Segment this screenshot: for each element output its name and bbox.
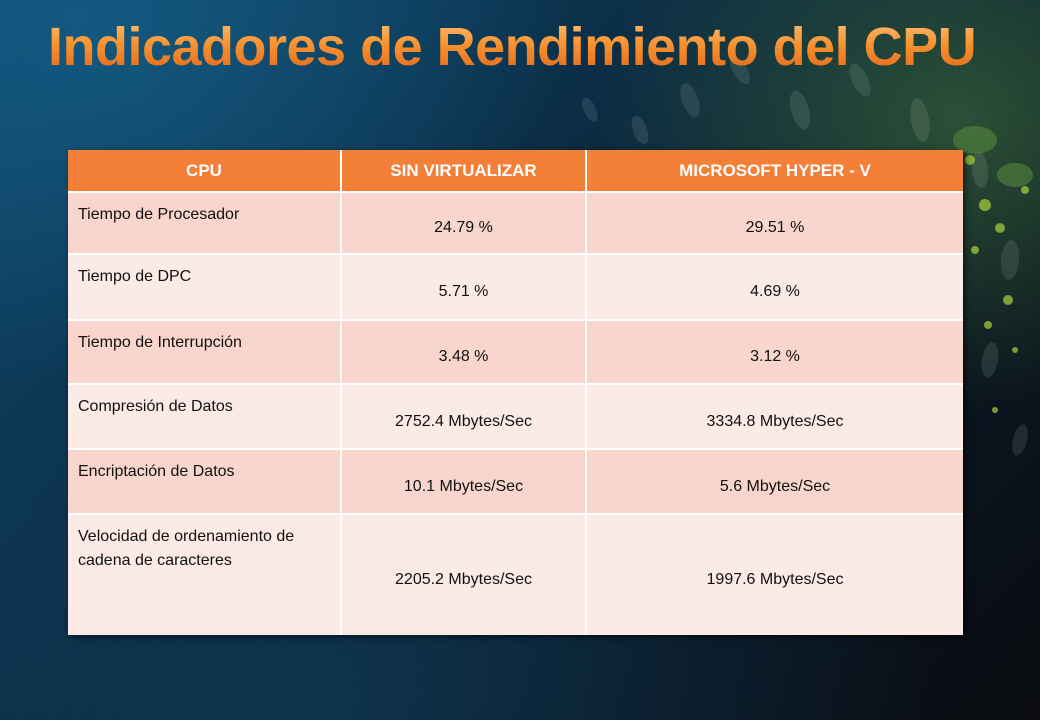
table-row: Compresión de Datos 2752.4 Mbytes/Sec 33… bbox=[68, 384, 963, 450]
table-row: Tiempo de DPC 5.71 % 4.69 % bbox=[68, 254, 963, 321]
page-title: Indicadores de Rendimiento del CPU bbox=[48, 17, 977, 77]
table-row: Tiempo de Interrupción 3.48 % 3.12 % bbox=[68, 320, 963, 385]
value-hyper-v: 5.6 Mbytes/Sec bbox=[586, 449, 963, 515]
value-sin-virtualizar: 5.71 % bbox=[341, 254, 587, 321]
row-label: Encriptación de Datos bbox=[68, 449, 342, 515]
table-row: Encriptación de Datos 10.1 Mbytes/Sec 5.… bbox=[68, 449, 963, 515]
row-label: Velocidad de ordenamiento de cadena de c… bbox=[68, 514, 342, 635]
value-hyper-v: 3.12 % bbox=[586, 320, 963, 385]
row-label: Tiempo de Procesador bbox=[68, 192, 342, 255]
table-header-row: CPU SIN VIRTUALIZAR MICROSOFT HYPER - V bbox=[68, 150, 963, 193]
value-hyper-v: 29.51 % bbox=[586, 192, 963, 255]
header-cpu: CPU bbox=[68, 150, 342, 193]
header-sin-virtualizar: SIN VIRTUALIZAR bbox=[341, 150, 587, 193]
header-hyper-v: MICROSOFT HYPER - V bbox=[586, 150, 963, 193]
table-row: Tiempo de Procesador 24.79 % 29.51 % bbox=[68, 192, 963, 255]
value-sin-virtualizar: 2752.4 Mbytes/Sec bbox=[341, 384, 587, 450]
cpu-performance-table: CPU SIN VIRTUALIZAR MICROSOFT HYPER - V … bbox=[68, 150, 963, 635]
value-hyper-v: 3334.8 Mbytes/Sec bbox=[586, 384, 963, 450]
row-label: Tiempo de DPC bbox=[68, 254, 342, 321]
table-row: Velocidad de ordenamiento de cadena de c… bbox=[68, 514, 963, 635]
value-sin-virtualizar: 3.48 % bbox=[341, 320, 587, 385]
value-sin-virtualizar: 24.79 % bbox=[341, 192, 587, 255]
row-label: Tiempo de Interrupción bbox=[68, 320, 342, 385]
value-sin-virtualizar: 10.1 Mbytes/Sec bbox=[341, 449, 587, 515]
value-sin-virtualizar: 2205.2 Mbytes/Sec bbox=[341, 514, 587, 635]
row-label: Compresión de Datos bbox=[68, 384, 342, 450]
value-hyper-v: 1997.6 Mbytes/Sec bbox=[586, 514, 963, 635]
value-hyper-v: 4.69 % bbox=[586, 254, 963, 321]
